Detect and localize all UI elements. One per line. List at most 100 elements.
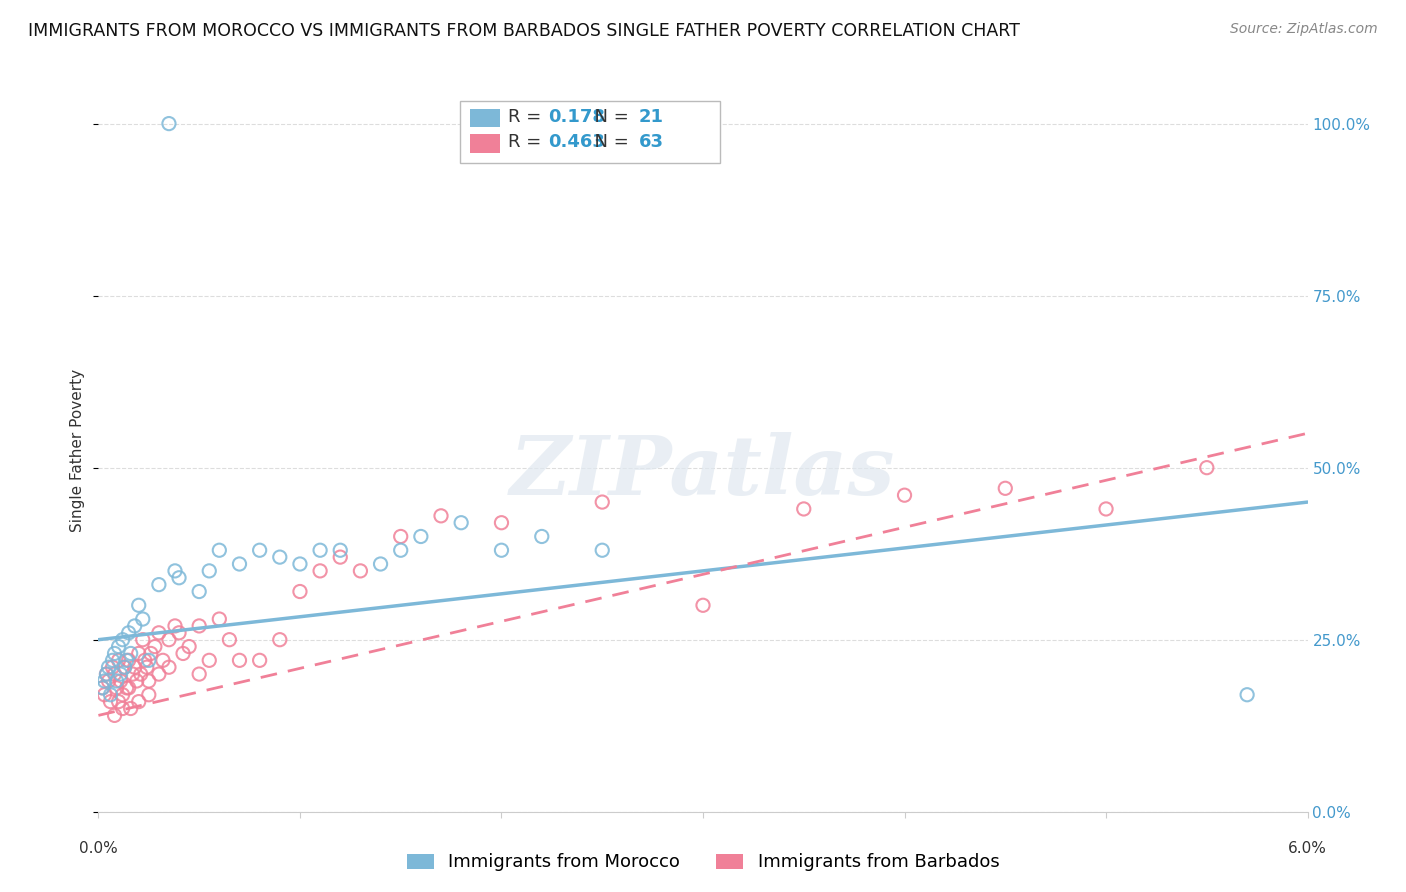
Point bbox=[389, 543, 412, 558]
Point bbox=[218, 632, 240, 647]
Point bbox=[188, 667, 211, 681]
Point bbox=[118, 653, 141, 667]
Point bbox=[430, 508, 453, 523]
Point bbox=[114, 660, 136, 674]
Point bbox=[103, 708, 125, 723]
Point bbox=[97, 660, 120, 674]
Text: 0.178: 0.178 bbox=[548, 108, 605, 126]
Text: Source: ZipAtlas.com: Source: ZipAtlas.com bbox=[1230, 22, 1378, 37]
Point bbox=[111, 632, 134, 647]
Point bbox=[91, 681, 114, 695]
Point bbox=[110, 667, 132, 681]
Point bbox=[1095, 502, 1118, 516]
Point bbox=[349, 564, 371, 578]
FancyBboxPatch shape bbox=[460, 102, 720, 163]
Bar bbox=[470, 134, 501, 153]
Point bbox=[329, 550, 352, 565]
Text: IMMIGRANTS FROM MOROCCO VS IMMIGRANTS FROM BARBADOS SINGLE FATHER POVERTY CORREL: IMMIGRANTS FROM MOROCCO VS IMMIGRANTS FR… bbox=[28, 22, 1019, 40]
Point bbox=[96, 667, 118, 681]
Point bbox=[101, 660, 124, 674]
Text: N =: N = bbox=[583, 133, 634, 151]
Point bbox=[157, 632, 180, 647]
Point bbox=[114, 660, 136, 674]
Point bbox=[120, 647, 142, 661]
Point bbox=[591, 495, 613, 509]
Point bbox=[530, 529, 553, 543]
Point bbox=[103, 647, 125, 661]
Point bbox=[107, 640, 129, 654]
Y-axis label: Single Father Poverty: Single Father Poverty bbox=[70, 369, 86, 532]
Point bbox=[129, 667, 152, 681]
Point bbox=[208, 543, 231, 558]
Text: 0.0%: 0.0% bbox=[79, 840, 118, 855]
Point bbox=[329, 543, 352, 558]
Point bbox=[93, 673, 115, 688]
Point bbox=[148, 577, 170, 591]
Point bbox=[692, 599, 714, 613]
Point bbox=[97, 673, 120, 688]
Point bbox=[128, 647, 150, 661]
Point bbox=[309, 543, 332, 558]
Text: ZIPatlas: ZIPatlas bbox=[510, 432, 896, 512]
Point bbox=[138, 653, 160, 667]
Point bbox=[91, 681, 114, 695]
Point bbox=[105, 681, 128, 695]
Point bbox=[148, 625, 170, 640]
Point bbox=[409, 529, 432, 543]
Point bbox=[491, 543, 513, 558]
Point bbox=[179, 640, 201, 654]
Point bbox=[100, 695, 122, 709]
Point bbox=[994, 481, 1017, 495]
Point bbox=[1236, 688, 1258, 702]
Point bbox=[591, 543, 613, 558]
Point bbox=[157, 660, 180, 674]
Point bbox=[893, 488, 915, 502]
Text: 21: 21 bbox=[638, 108, 664, 126]
Point bbox=[167, 571, 190, 585]
Point bbox=[121, 667, 143, 681]
Point bbox=[101, 653, 124, 667]
Point bbox=[288, 584, 311, 599]
Point bbox=[107, 653, 129, 667]
Point bbox=[139, 647, 162, 661]
Point bbox=[128, 695, 150, 709]
Point bbox=[269, 550, 291, 565]
Point bbox=[157, 117, 180, 131]
Point bbox=[125, 673, 148, 688]
Point bbox=[128, 599, 150, 613]
Point bbox=[103, 667, 125, 681]
Text: N =: N = bbox=[583, 108, 634, 126]
Point bbox=[134, 653, 156, 667]
Point bbox=[269, 632, 291, 647]
Point bbox=[198, 564, 221, 578]
Legend: Immigrants from Morocco, Immigrants from Barbados: Immigrants from Morocco, Immigrants from… bbox=[399, 847, 1007, 879]
Point bbox=[93, 688, 115, 702]
Point bbox=[111, 688, 134, 702]
Point bbox=[148, 667, 170, 681]
Text: R =: R = bbox=[509, 133, 547, 151]
Point bbox=[138, 688, 160, 702]
Bar bbox=[470, 109, 501, 128]
Point bbox=[491, 516, 513, 530]
Point bbox=[249, 653, 271, 667]
Point bbox=[111, 701, 134, 715]
Point bbox=[96, 667, 118, 681]
Point bbox=[132, 632, 155, 647]
Text: 0.463: 0.463 bbox=[548, 133, 605, 151]
Point bbox=[793, 502, 815, 516]
Point bbox=[370, 557, 392, 571]
Point bbox=[143, 640, 166, 654]
Point bbox=[188, 619, 211, 633]
Point bbox=[228, 557, 250, 571]
Point bbox=[172, 647, 194, 661]
Point bbox=[110, 673, 132, 688]
Point bbox=[309, 564, 332, 578]
Point bbox=[450, 516, 472, 530]
Point bbox=[132, 612, 155, 626]
Point bbox=[135, 660, 157, 674]
Point bbox=[188, 584, 211, 599]
Point bbox=[389, 529, 412, 543]
Point bbox=[120, 701, 142, 715]
Point bbox=[105, 673, 128, 688]
Text: 63: 63 bbox=[638, 133, 664, 151]
